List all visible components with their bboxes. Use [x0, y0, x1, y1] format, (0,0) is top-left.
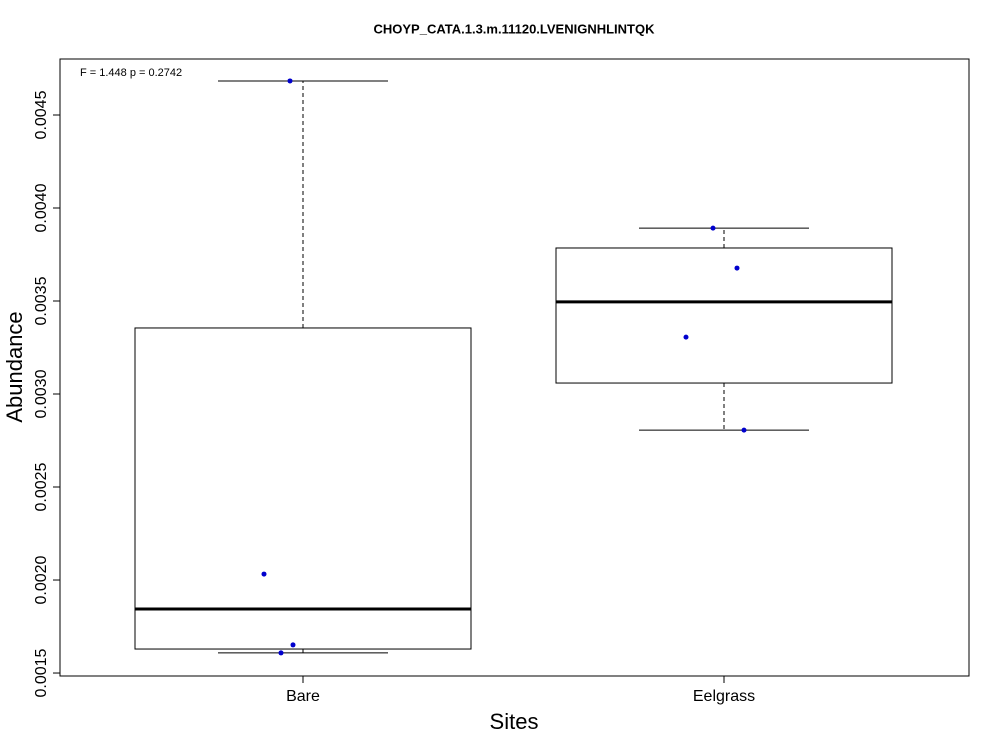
data-point — [683, 334, 689, 340]
data-point — [261, 571, 267, 577]
annotation: F = 1.448 p = 0.2742 — [80, 67, 182, 79]
box — [134, 327, 472, 650]
x-axis-label: Sites — [490, 709, 539, 734]
y-tick-label: 0.0025 — [33, 462, 50, 511]
y-tick-label: 0.0045 — [33, 90, 50, 139]
chart-title: CHOYP_CATA.1.3.m.11120.LVENIGNHLINTQK — [373, 21, 655, 36]
y-axis-label: Abundance — [2, 311, 27, 422]
y-tick-label: 0.0030 — [33, 369, 50, 418]
data-point — [290, 642, 296, 648]
data-point — [278, 650, 284, 656]
data-point — [741, 427, 747, 433]
data-point — [734, 265, 740, 271]
data-point — [287, 78, 293, 84]
data-point — [710, 225, 716, 231]
y-tick-label: 0.0040 — [33, 183, 50, 232]
box — [555, 247, 893, 384]
y-tick-label: 0.0020 — [33, 555, 50, 604]
y-tick-label: 0.0015 — [33, 648, 50, 697]
y-tick-label: 0.0035 — [33, 276, 50, 325]
x-tick-label: Eelgrass — [693, 688, 755, 705]
plot-frame — [59, 58, 970, 677]
x-tick-label: Bare — [286, 688, 320, 705]
